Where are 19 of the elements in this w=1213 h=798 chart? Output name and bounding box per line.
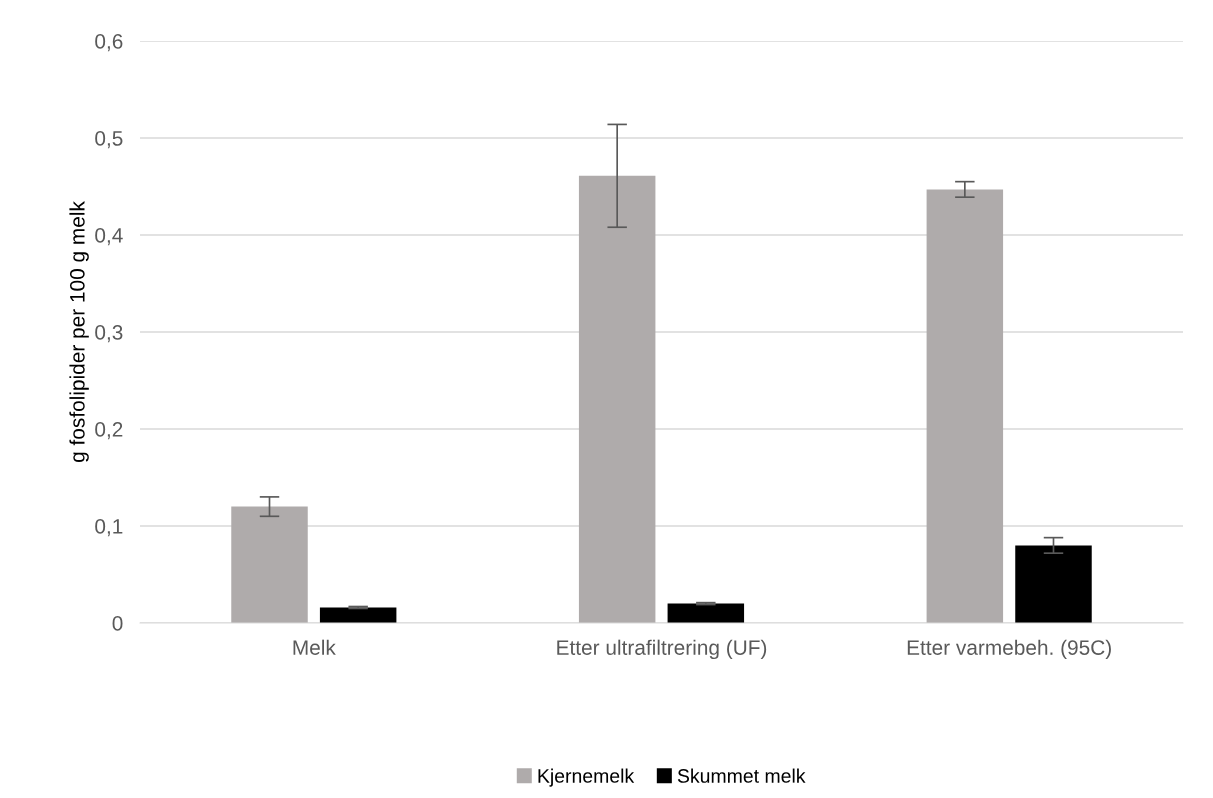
y-tick-label: 0,6: [95, 34, 123, 52]
legend-label: Kjernemelk: [538, 768, 635, 787]
bar: [231, 506, 308, 623]
legend-label: Skummet melk: [677, 768, 806, 783]
bar: [578, 175, 656, 623]
x-tick-label: Etter varmebeh. (95C): [907, 639, 1111, 660]
bar: [667, 603, 745, 623]
bar: [1015, 545, 1092, 623]
x-tick-label: Melk: [293, 639, 336, 655]
x-tick-label: Etter ultrafiltrering (UF): [557, 639, 767, 660]
y-tick-label: 0,4: [95, 228, 123, 246]
bar: [926, 189, 1004, 623]
y-tick-label: 0,2: [95, 422, 123, 440]
y-tick-label: 0,3: [95, 325, 123, 343]
bar: [319, 607, 397, 623]
y-tick-label: 0,5: [95, 131, 123, 149]
y-axis-title: g fosfolipider per 100 g melk: [69, 201, 89, 462]
y-tick-label: 0,1: [95, 519, 123, 537]
y-tick-label: 0: [112, 616, 123, 631]
